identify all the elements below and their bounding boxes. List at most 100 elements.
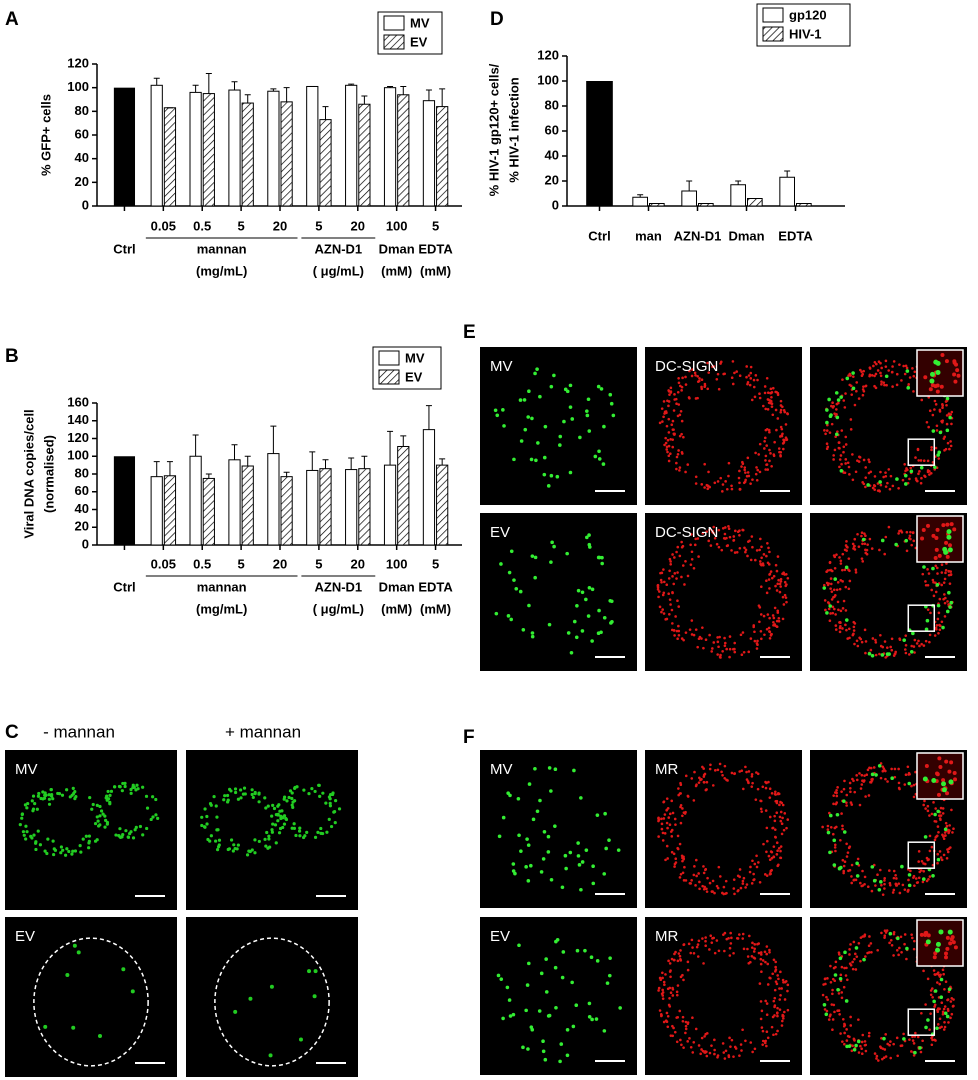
fluorescent-spot <box>38 843 43 847</box>
fluorescent-spot <box>543 424 548 429</box>
fluorescent-spot <box>770 402 774 405</box>
fluorescent-spot <box>928 473 931 476</box>
fluorescent-spot <box>829 826 833 829</box>
fluorescent-spot <box>307 969 312 974</box>
fluorescent-spot <box>209 834 213 838</box>
fluorescent-spot <box>903 372 907 376</box>
fluorescent-spot <box>579 796 583 800</box>
fluorescent-spot <box>154 797 158 802</box>
fluorescent-spot <box>677 952 681 955</box>
fluorescent-spot <box>768 950 771 954</box>
fluorescent-spot <box>845 793 849 797</box>
fluorescent-spot <box>883 934 887 938</box>
fluorescent-spot <box>840 812 843 815</box>
fluorescent-spot <box>764 1039 767 1043</box>
fluorescent-spot <box>842 869 846 873</box>
fluorescent-spot <box>671 1034 675 1038</box>
fluorescent-spot <box>828 431 832 434</box>
fluorescent-spot <box>761 1029 765 1033</box>
fluorescent-spot <box>30 799 34 803</box>
fluorescent-spot <box>257 792 261 796</box>
fluorescent-spot <box>79 850 83 854</box>
fluorescent-spot <box>98 823 102 827</box>
fluorescent-spot <box>765 591 769 595</box>
fluorescent-spot <box>843 779 846 783</box>
fluorescent-spot <box>941 787 947 793</box>
fluorescent-spot <box>876 873 879 877</box>
fluorescent-spot <box>771 972 774 976</box>
fluorescent-spot <box>864 534 867 538</box>
fluorescent-spot <box>656 588 660 591</box>
y-tick-label: 80 <box>545 97 559 112</box>
fluorescent-spot <box>214 804 218 808</box>
fluorescent-spot <box>912 876 915 879</box>
fluorescent-spot <box>775 801 779 805</box>
fluorescent-spot <box>706 487 710 491</box>
fluorescent-spot <box>937 450 941 455</box>
fluorescent-spot <box>773 1004 777 1007</box>
fluorescent-spot <box>715 377 719 381</box>
fluorescent-spot <box>756 772 760 776</box>
fluorescent-spot <box>749 365 753 369</box>
fluorescent-spot <box>852 629 856 632</box>
fluorescent-spot <box>825 442 829 446</box>
fluorescent-spot <box>759 962 763 966</box>
fluorescent-spot <box>926 459 930 463</box>
fluorescent-spot <box>932 801 935 804</box>
fluorescent-spot <box>713 1052 716 1056</box>
fluorescent-spot <box>895 948 899 952</box>
fluorescent-spot <box>763 873 767 876</box>
fluorescent-spot <box>940 1025 943 1029</box>
fluorescent-spot <box>712 531 715 535</box>
fluorescent-spot <box>765 627 769 631</box>
fluorescent-spot <box>879 374 883 378</box>
fluorescent-spot <box>833 607 836 611</box>
fluorescent-spot <box>767 428 771 432</box>
fluorescent-spot <box>722 885 726 889</box>
fluorescent-spot <box>716 653 719 656</box>
fluorescent-spot <box>663 412 666 415</box>
fluorescent-spot <box>772 616 776 620</box>
fluorescent-spot <box>661 608 664 611</box>
fluorescent-spot <box>931 1038 934 1042</box>
fluorescent-spot <box>832 554 836 557</box>
fluorescent-spot <box>851 542 855 546</box>
fluorescent-spot <box>318 794 322 798</box>
fluorescent-spot <box>859 368 862 372</box>
fluorescent-spot <box>751 781 754 785</box>
fluorescent-spot <box>938 765 943 770</box>
fluorescent-spot <box>31 794 36 798</box>
fluorescent-spot <box>765 1002 769 1005</box>
fluorescent-spot <box>763 391 767 395</box>
fluorescent-spot <box>741 1028 744 1032</box>
fluorescent-spot <box>765 1044 768 1048</box>
legend-swatch <box>383 15 405 31</box>
fluorescent-spot <box>542 455 547 460</box>
fluorescent-spot <box>99 809 104 813</box>
fluorescent-spot <box>576 588 581 593</box>
fluorescent-spot <box>839 559 843 563</box>
fluorescent-spot <box>113 785 117 789</box>
fluorescent-spot <box>114 833 118 837</box>
fluorescent-spot <box>897 532 900 535</box>
fluorescent-spot <box>511 869 516 873</box>
fluorescent-spot <box>943 601 947 605</box>
fluorescent-spot <box>744 471 747 474</box>
fluorescent-spot <box>499 562 503 566</box>
fluorescent-spot <box>859 787 863 790</box>
fluorescent-spot <box>870 374 874 377</box>
fluorescent-spot <box>758 560 762 563</box>
fluorescent-spot <box>866 483 870 487</box>
fluorescent-spot <box>710 1044 713 1047</box>
fluorescent-spot <box>767 563 771 566</box>
fluorescent-spot <box>696 955 700 958</box>
fluorescent-spot <box>712 641 716 644</box>
fluorescent-spot <box>134 825 138 829</box>
fluorescent-spot <box>769 391 773 395</box>
fluorescent-spot <box>950 422 953 426</box>
fluorescent-spot <box>669 1034 673 1037</box>
fluorescent-spot <box>838 976 843 981</box>
fluorescent-spot <box>236 797 240 801</box>
fluorescent-spot <box>757 951 761 955</box>
error-bar <box>244 455 251 467</box>
